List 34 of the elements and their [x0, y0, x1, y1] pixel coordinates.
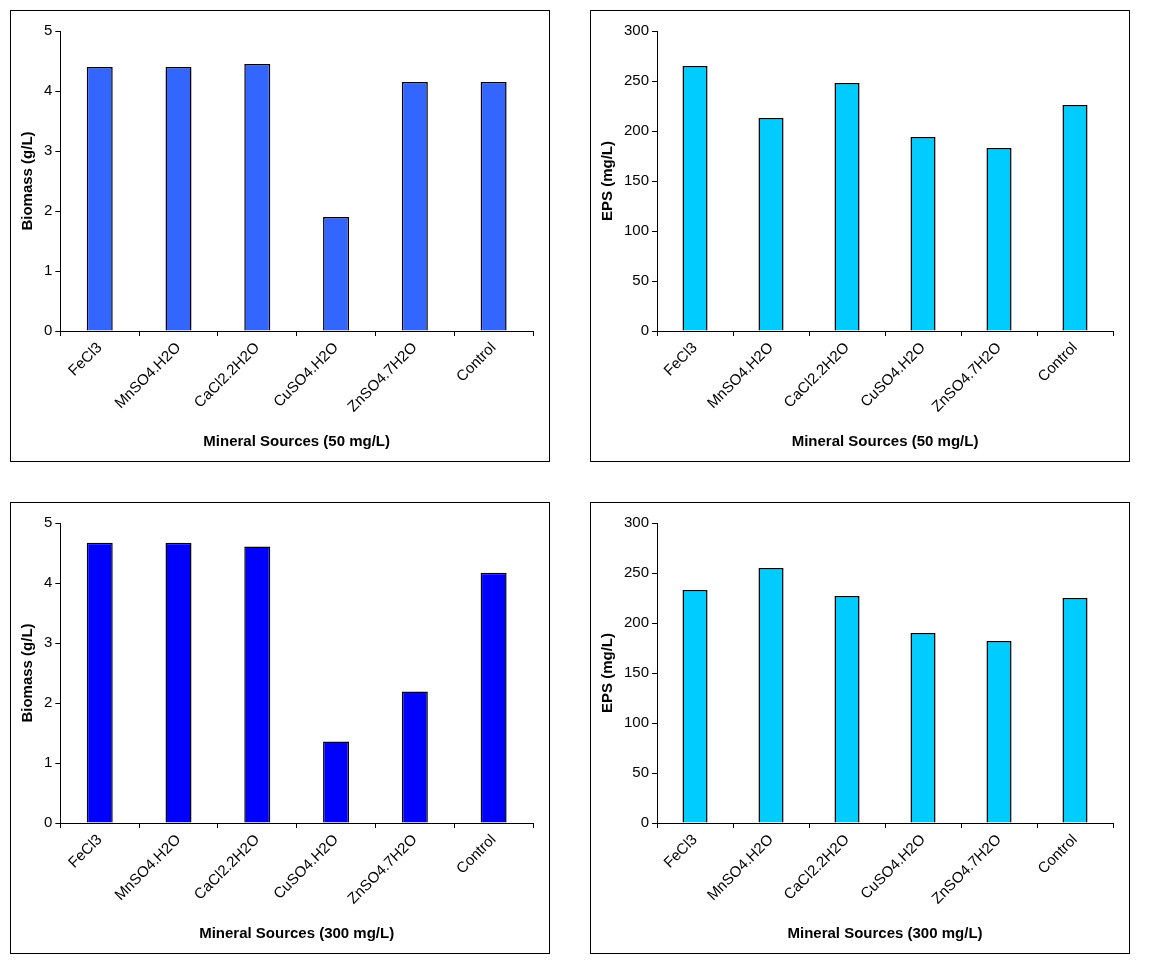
y-tick-label: 200 [624, 121, 650, 139]
y-tick-label: 4 [44, 81, 53, 99]
y-tick-label: 200 [624, 613, 650, 631]
y-tick-label: 5 [44, 21, 53, 39]
y-tick-label: 0 [44, 321, 53, 339]
y-tick-label: 100 [624, 221, 650, 239]
y-axis-title: Biomass (g/L) [18, 131, 36, 231]
y-tick-label: 0 [640, 321, 650, 339]
y-tick-label: 250 [624, 563, 650, 581]
y-tick-label: 1 [44, 261, 53, 279]
y-axis-title: EPS (mg/L) [598, 633, 616, 714]
x-axis-title: Mineral Sources (300 mg/L) [199, 924, 395, 942]
y-tick-label: 150 [624, 663, 650, 681]
x-axis-title: Mineral Sources (50 mg/L) [203, 432, 391, 450]
x-axis-title: Mineral Sources (300 mg/L) [787, 924, 983, 942]
y-tick-label: 0 [640, 813, 650, 831]
y-tick-label: 4 [44, 573, 53, 591]
y-tick-label: 50 [632, 271, 650, 289]
y-tick-label: 300 [624, 513, 650, 531]
y-tick-label: 5 [44, 513, 53, 531]
x-axis-title: Mineral Sources (50 mg/L) [791, 432, 979, 450]
y-tick-label: 50 [632, 763, 650, 781]
y-tick-label: 3 [44, 141, 53, 159]
y-tick-label: 250 [624, 71, 650, 89]
y-tick-label: 2 [44, 693, 53, 711]
y-axis-title: Biomass (g/L) [18, 623, 36, 723]
y-tick-label: 1 [44, 753, 53, 771]
y-tick-label: 0 [44, 813, 53, 831]
y-tick-label: 300 [624, 21, 650, 39]
y-tick-label: 2 [44, 201, 53, 219]
y-axis-title: EPS (mg/L) [598, 141, 616, 222]
y-tick-label: 100 [624, 713, 650, 731]
y-tick-label: 150 [624, 171, 650, 189]
y-tick-label: 3 [44, 633, 53, 651]
